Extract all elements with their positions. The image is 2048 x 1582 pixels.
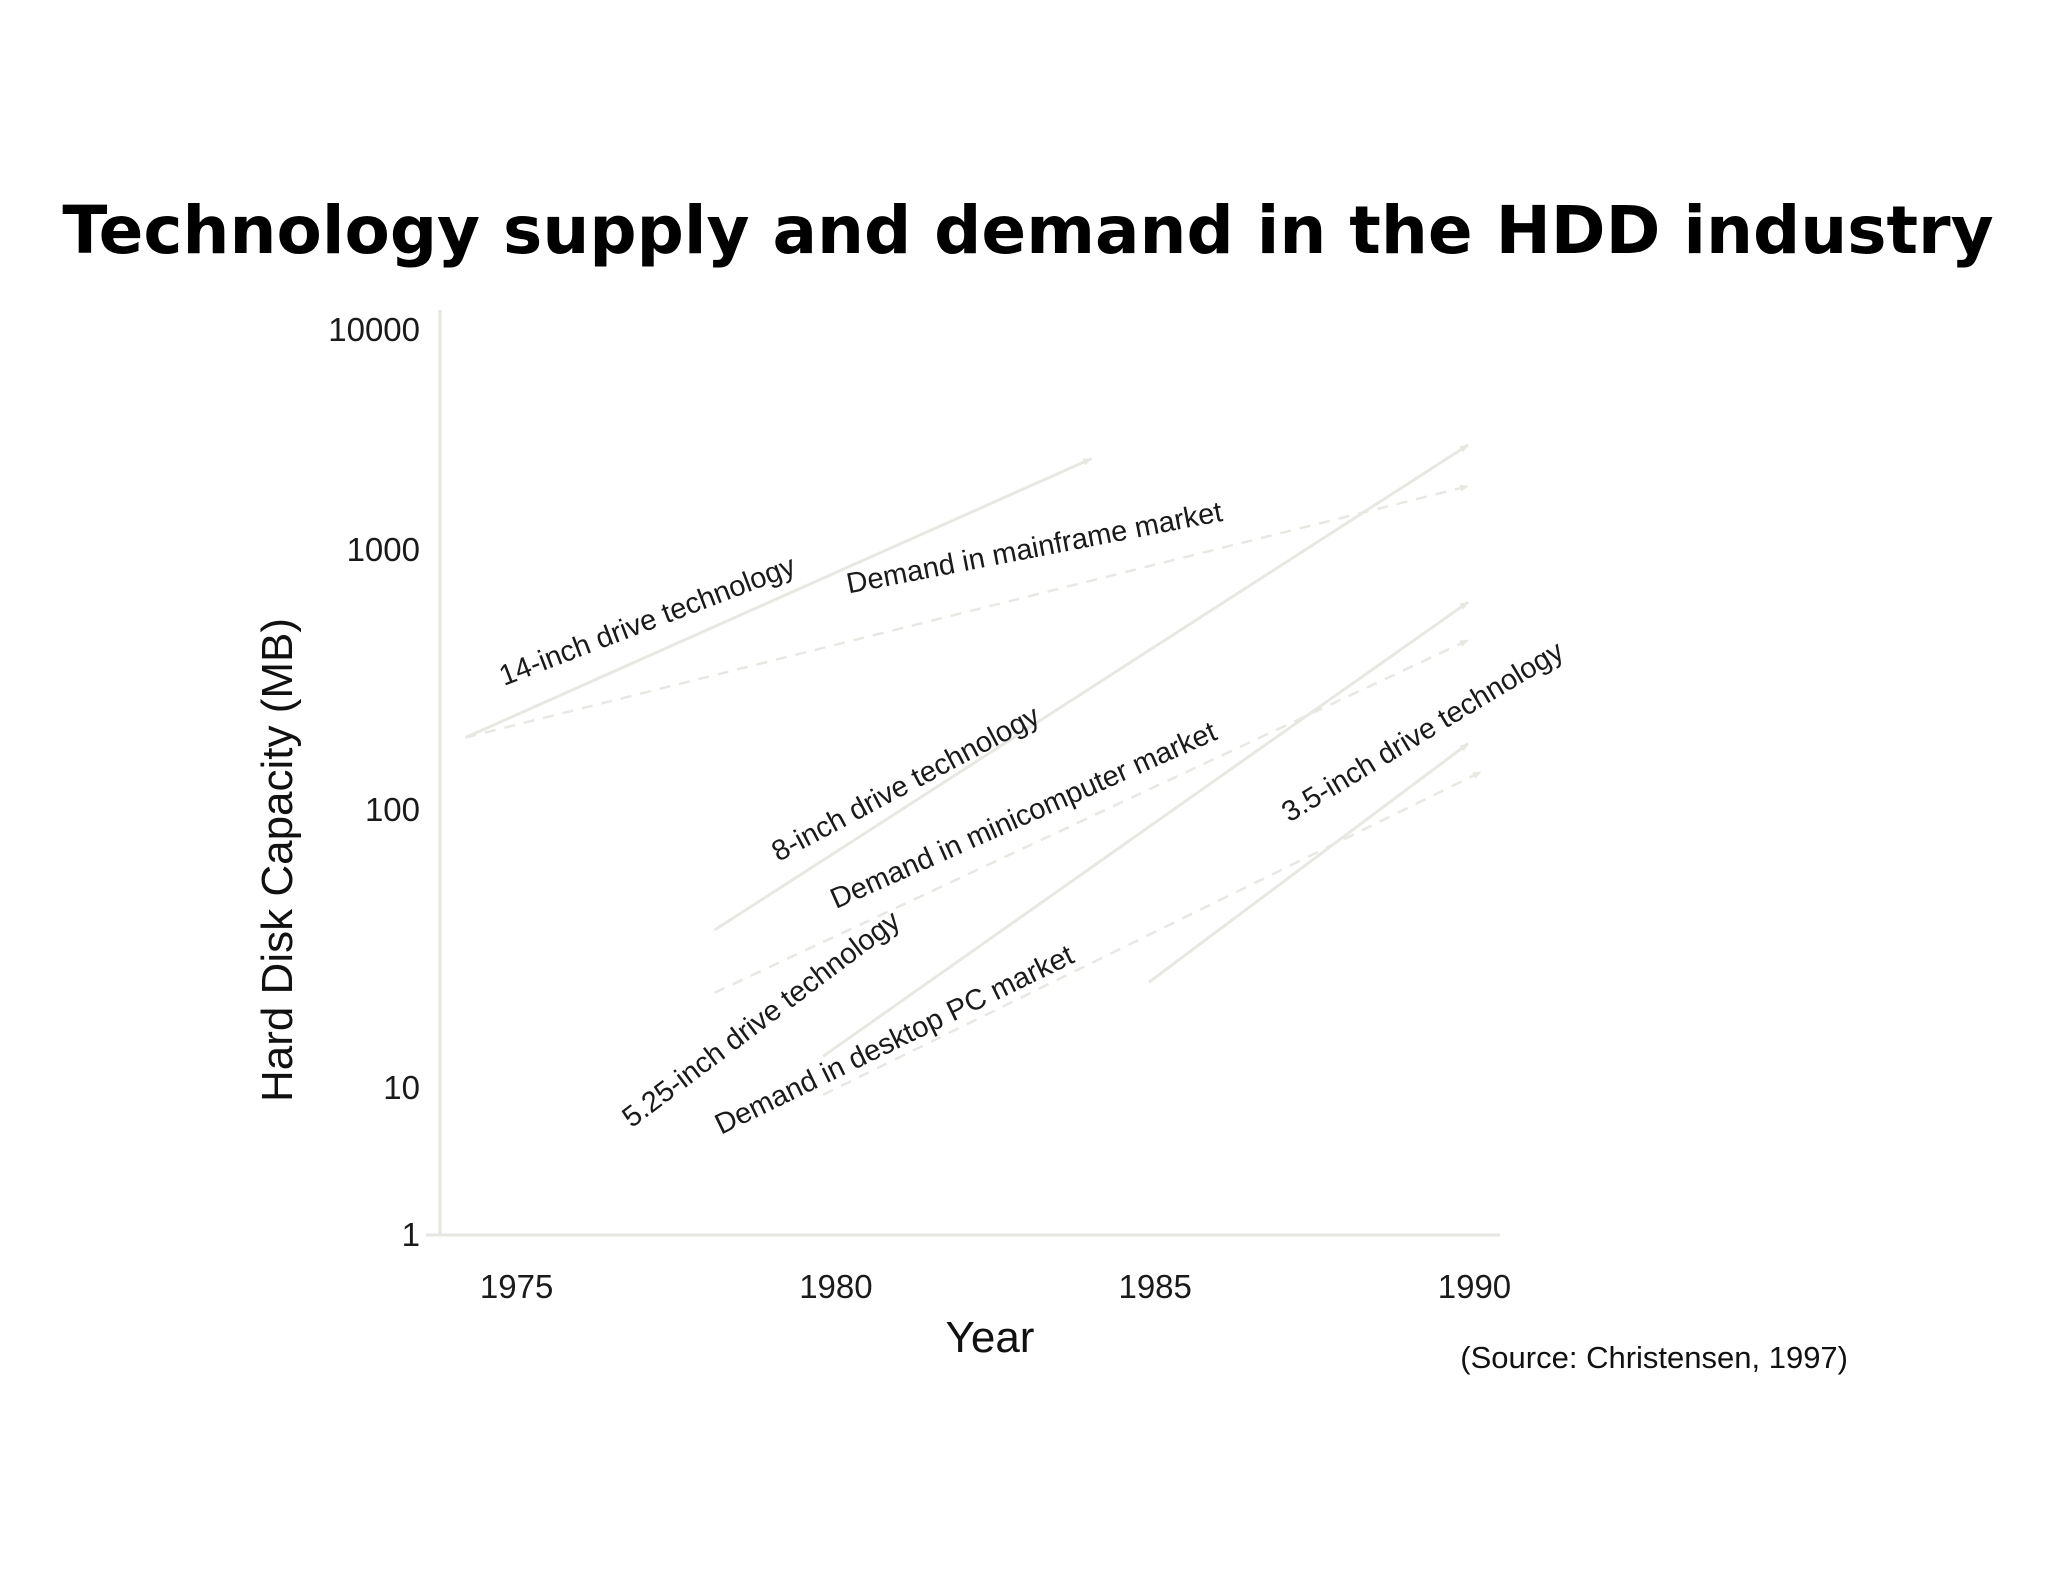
x-axis-title: Year: [946, 1313, 1035, 1362]
series-label-1: 14-inch drive technology: [495, 550, 800, 693]
series-arrow-7: [1147, 742, 1469, 984]
x-tick-label-1985: 1985: [1118, 1268, 1191, 1305]
series-label-4: Demand in minicomputer market: [826, 716, 1222, 916]
series-arrow-1: [464, 457, 1093, 739]
series-layer: [464, 443, 1482, 1096]
series-label-3: 8-inch drive technology: [767, 700, 1046, 868]
series-labels: 14-inch drive technology Demand in mainfr…: [495, 496, 1570, 1141]
source-note: (Source: Christensen, 1997): [1460, 1340, 1848, 1375]
series-label-6: Demand in desktop PC market: [710, 939, 1079, 1141]
series-arrow-2: [465, 484, 1469, 739]
y-tick-label-10000: 10000: [328, 311, 420, 348]
y-tick-label-1000: 1000: [347, 531, 420, 568]
y-tick-label-100: 100: [365, 791, 420, 828]
x-tick-label-1990: 1990: [1438, 1268, 1511, 1305]
y-tick-label-10: 10: [383, 1069, 420, 1106]
y-axis-title: Hard Disk Capacity (MB): [253, 618, 302, 1102]
series-arrow-6: [822, 770, 1482, 1096]
y-tick-label-1: 1: [402, 1216, 420, 1253]
series-label-2: Demand in mainframe market: [844, 496, 1225, 600]
x-tick-label-1975: 1975: [480, 1268, 553, 1305]
series-arrow-3: [713, 443, 1469, 932]
axes: 1975 1980 1985 1990 1 10 100 1000 10000: [328, 310, 1511, 1305]
chart-title: Technology supply and demand in the HDD …: [62, 192, 1993, 269]
series-arrow-5: [822, 600, 1469, 1058]
x-tick-label-1980: 1980: [799, 1268, 872, 1305]
